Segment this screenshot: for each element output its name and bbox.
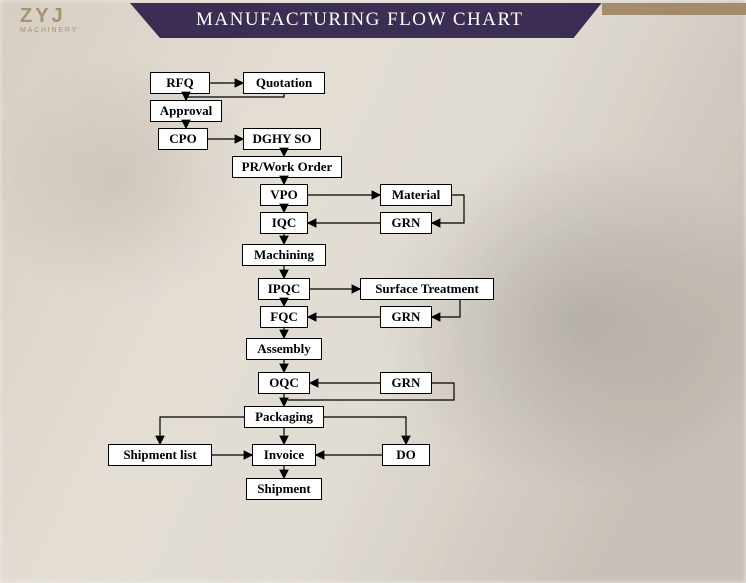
edge-packaging-shiplist [160,417,244,444]
edge-oqc-grn3_loop [288,383,454,400]
edge-quotation-approval [186,94,284,100]
edge-surftreat-grn2 [432,300,460,317]
edge-material-grn1 [432,195,464,223]
flowchart-arrows [0,0,746,583]
flowchart-canvas: RFQQuotationApprovalCPODGHY SOPR/Work Or… [0,0,746,583]
edge-packaging-do [324,417,406,444]
